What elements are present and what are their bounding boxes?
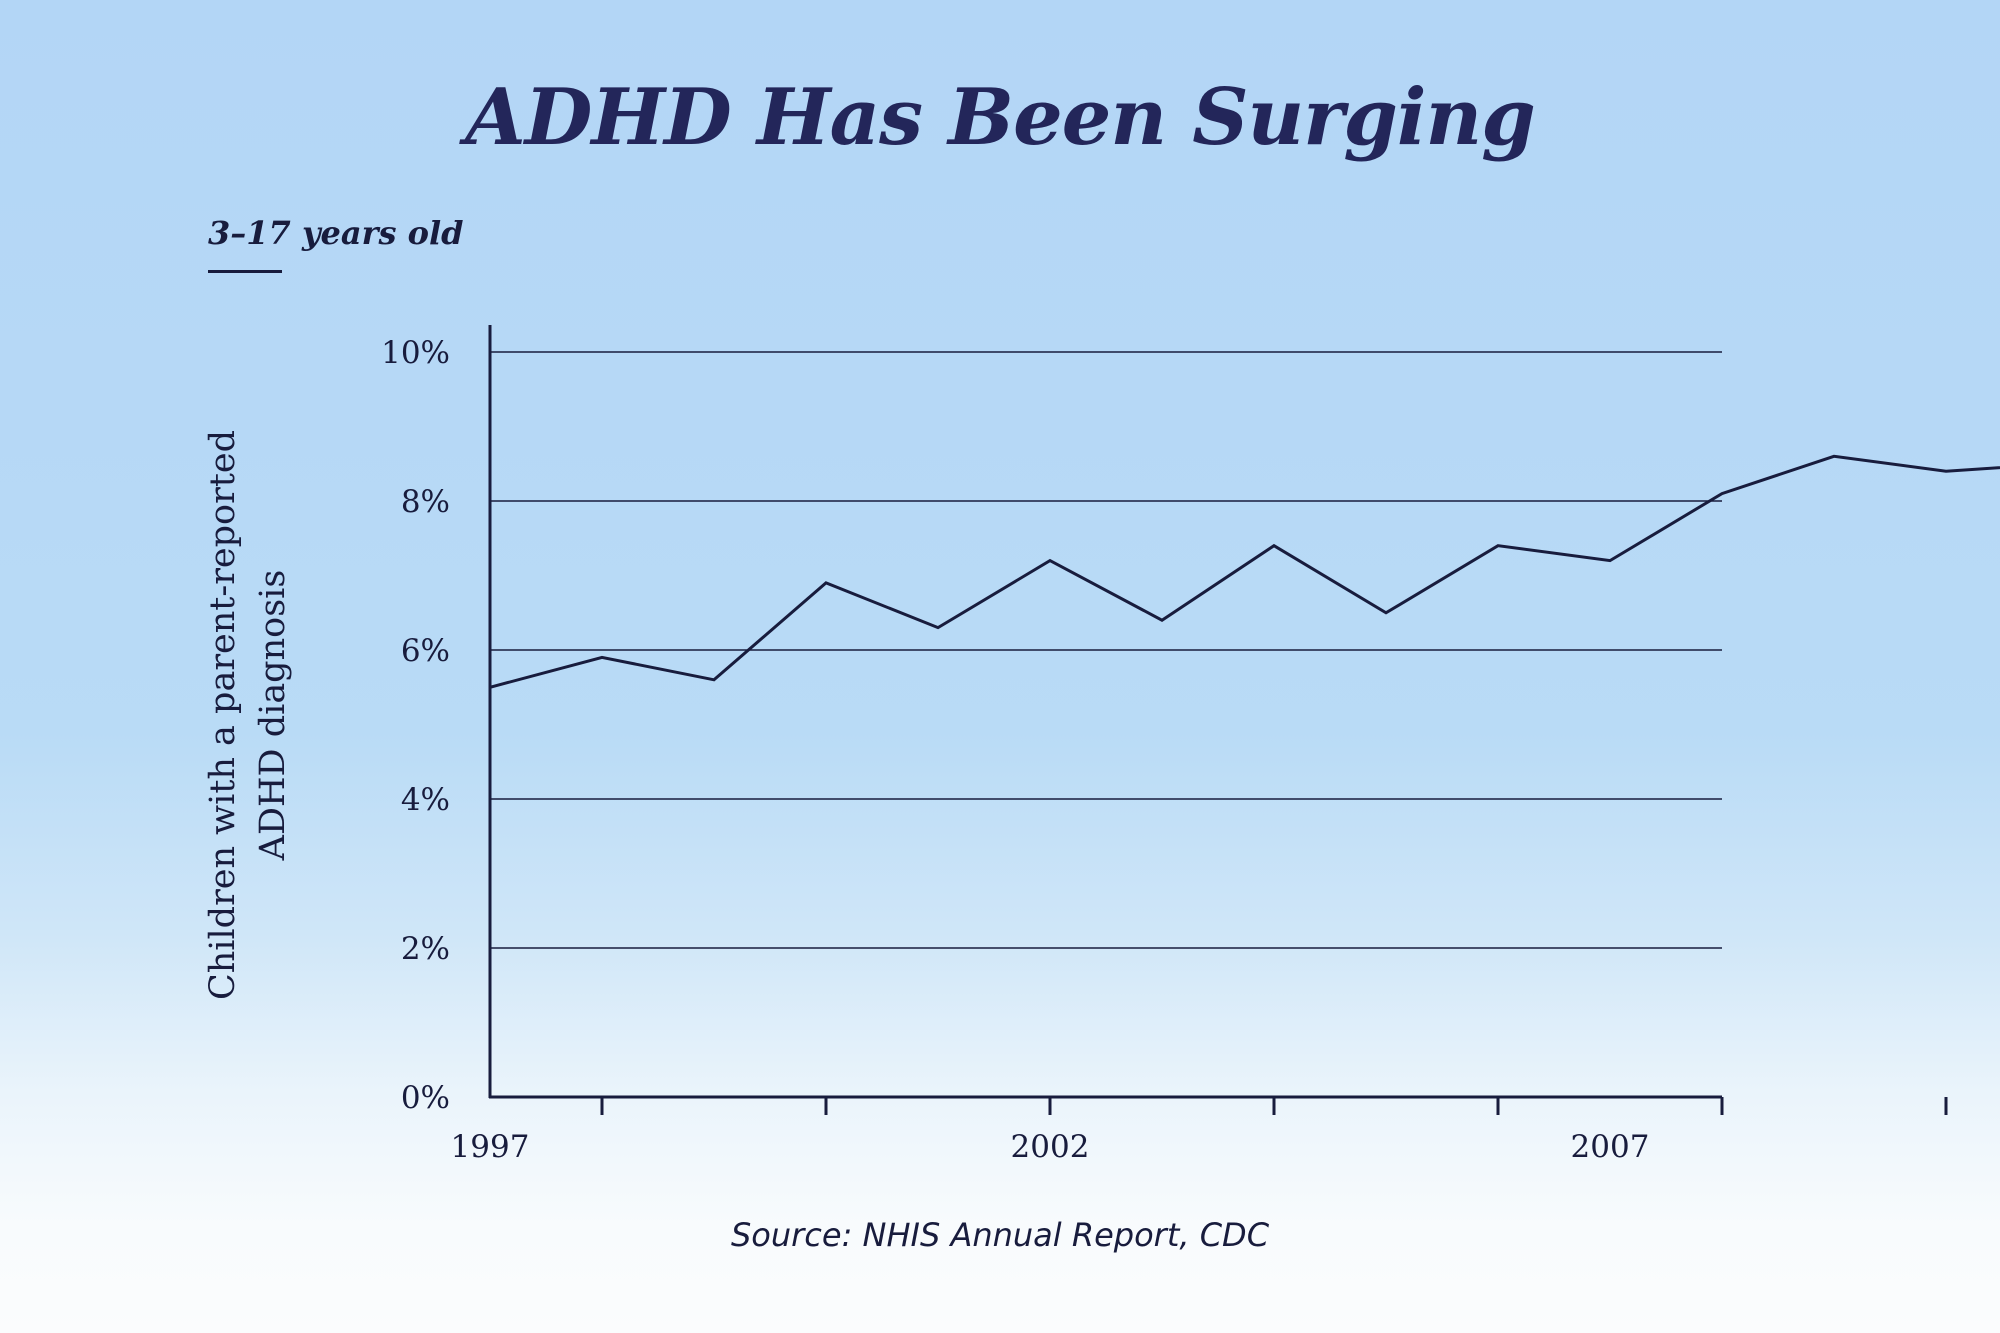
legend: 3–17 years old bbox=[208, 214, 464, 284]
legend-swatch bbox=[208, 270, 282, 273]
y-tick-label-0: 0% bbox=[401, 1080, 450, 1116]
source-note: Source: NHIS Annual Report, CDC bbox=[730, 1216, 1270, 1254]
tick-labels: 0%2%4%6%8%10%199720022007201220172022 bbox=[381, 335, 1650, 1165]
x-tick-label-2002: 2002 bbox=[1011, 1129, 1090, 1165]
chart-title: ADHD Has Been Surging bbox=[465, 72, 1536, 163]
axes bbox=[488, 325, 1948, 1115]
gridlines bbox=[490, 351, 1722, 949]
y-tick-label-8: 8% bbox=[401, 484, 450, 520]
series bbox=[489, 454, 2000, 689]
legend-label: 3–17 years old bbox=[208, 214, 464, 252]
x-tick-label-1997: 1997 bbox=[451, 1129, 530, 1165]
series-line-0 bbox=[489, 454, 2000, 689]
y-tick-label-6: 6% bbox=[401, 633, 450, 669]
y-tick-label-4: 4% bbox=[401, 782, 450, 818]
y-tick-label-2: 2% bbox=[401, 931, 450, 967]
x-tick-label-2007: 2007 bbox=[1571, 1129, 1650, 1165]
y-tick-label-10: 10% bbox=[381, 335, 450, 371]
